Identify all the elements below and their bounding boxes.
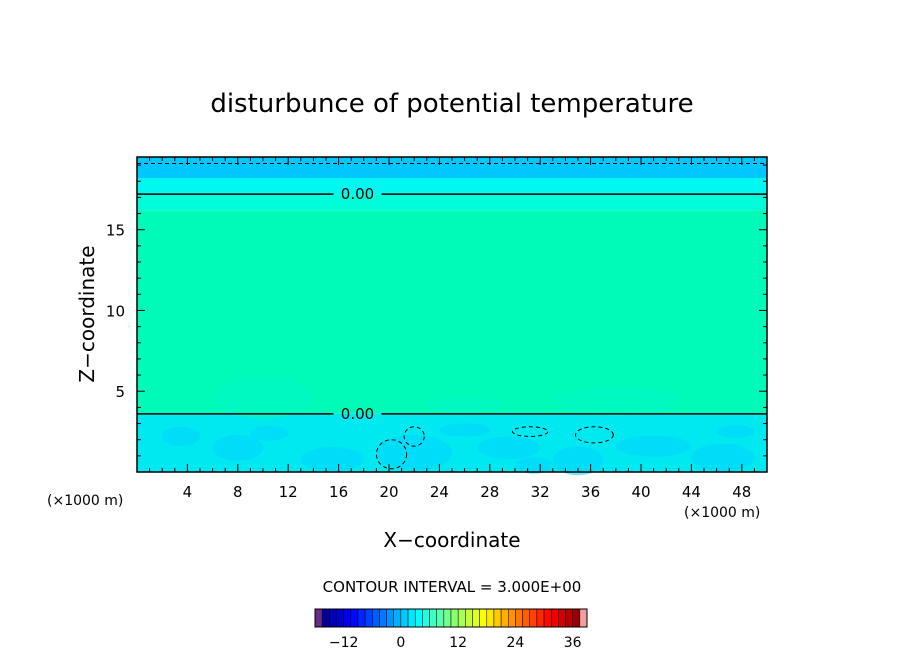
colorbar-cell [329, 608, 337, 628]
colorbar-cell [379, 608, 387, 628]
colorbar-cell [407, 608, 416, 628]
x-tick-label: 36 [581, 483, 600, 501]
x-tick-label: 8 [233, 483, 243, 501]
colorbar-cell [343, 608, 352, 628]
x-tick-label: 12 [279, 483, 298, 501]
colorbar-cell [393, 608, 402, 628]
y-tick-label: 10 [106, 302, 125, 320]
chart-title: disturbunce of potential temperature [210, 89, 693, 119]
negative-contour [511, 426, 549, 437]
shaded-patch [716, 425, 755, 439]
shaded-patch [162, 426, 201, 447]
colorbar-cell [558, 608, 566, 628]
y-tick-label: 15 [106, 222, 125, 240]
colorbar-cell [372, 608, 380, 628]
colorbar-cell [465, 608, 473, 628]
colorbar-cell [508, 608, 516, 628]
x-tick-label: 48 [732, 483, 751, 501]
colorbar-cell [493, 608, 502, 628]
y-tick-label: 5 [115, 383, 125, 401]
shaded-patch [615, 435, 692, 457]
x-tick-label: 20 [379, 483, 398, 501]
y-axis: 5 10 15 [106, 164, 767, 457]
x-axis: 4 8 12 16 20 24 28 32 36 40 44 48 [149, 157, 755, 501]
shaded-patch [477, 436, 541, 460]
shaded-band [137, 157, 767, 178]
x-unit-label-left: (×1000 m) [47, 493, 123, 509]
contour-label: 0.00 [341, 185, 374, 203]
colorbar-cell [457, 608, 466, 628]
colorbar-cell [522, 608, 530, 628]
x-tick-label: 44 [682, 483, 701, 501]
colorbar-cell [479, 608, 488, 628]
x-tick-label: 4 [183, 483, 193, 501]
shaded-patch [376, 434, 453, 471]
x-unit-label-right: (×1000 m) [684, 505, 760, 521]
colorbar-cell [350, 608, 359, 628]
plot-area: 0.00 0.00 [136, 156, 768, 476]
colorbar-cell [536, 608, 545, 628]
colorbar-cell [336, 608, 344, 628]
colorbar-cell [579, 608, 588, 628]
colorbar: −12 0 12 24 36 [314, 608, 588, 651]
colorbar-cell [436, 608, 445, 628]
shaded-patch [691, 443, 755, 472]
colorbar-cell [486, 608, 495, 628]
colorbar-cell [443, 608, 452, 628]
x-axis-label: X−coordinate [383, 528, 520, 552]
colorbar-cell [400, 608, 409, 628]
colorbar-tick-label: 24 [507, 635, 525, 651]
shaded-patch [212, 376, 314, 419]
colorbar-cell [515, 608, 523, 628]
colorbar-tick-label: 36 [564, 635, 582, 651]
y-axis-label: Z−coordinate [75, 245, 99, 382]
contour-label: 0.00 [341, 405, 374, 423]
shaded-band [137, 178, 767, 195]
negative-contour [403, 426, 425, 447]
shaded-patch [552, 386, 679, 416]
shaded-patch [250, 425, 289, 441]
colorbar-cell [386, 608, 394, 628]
colorbar-cell [314, 608, 323, 628]
colorbar-cell [550, 608, 559, 628]
colorbar-cell [500, 608, 509, 628]
x-tick-label: 28 [480, 483, 499, 501]
colorbar-cell [321, 608, 330, 628]
colorbar-cell [572, 608, 581, 628]
colorbar-cell [364, 608, 373, 628]
colorbar-cell [543, 608, 552, 628]
colorbar-cell [357, 608, 366, 628]
negative-contour [375, 439, 408, 470]
colorbar-tick-label: −12 [329, 635, 359, 651]
colorbar-cell [450, 608, 459, 628]
shaded-band [137, 194, 767, 211]
x-tick-label: 40 [631, 483, 650, 501]
colorbar-cell [422, 608, 430, 628]
colorbar-cell [429, 608, 437, 628]
shaded-patch [426, 396, 503, 413]
colorbar-frame [314, 608, 588, 628]
shaded-patch [515, 457, 553, 474]
contour-interval-text: CONTOUR INTERVAL = 3.000E+00 [323, 578, 582, 596]
x-tick-label: 24 [430, 483, 449, 501]
colorbar-cell [529, 608, 538, 628]
x-tick-label: 32 [531, 483, 550, 501]
colorbar-tick-label: 0 [396, 635, 405, 651]
x-tick-label: 16 [329, 483, 348, 501]
shaded-patch [300, 446, 364, 472]
negative-contour [574, 426, 614, 444]
colorbar-tick-label: 12 [449, 635, 467, 651]
colorbar-cell [414, 608, 423, 628]
colorbar-cell [565, 608, 573, 628]
colorbar-cell [472, 608, 480, 628]
shaded-patch [212, 434, 263, 461]
shaded-patch [439, 423, 490, 437]
